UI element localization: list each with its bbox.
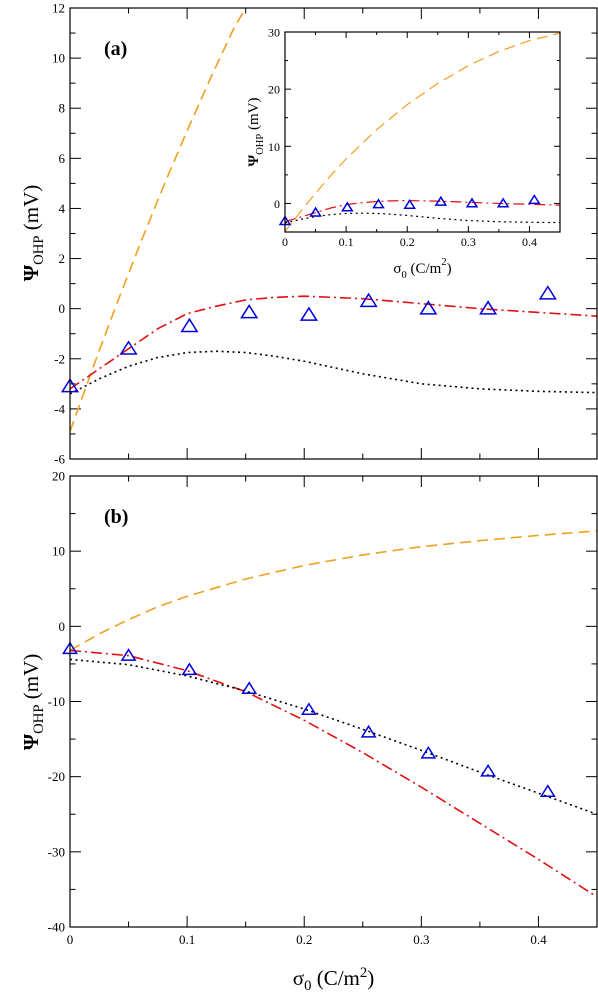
y-axis-label: ΨOHP (mV) xyxy=(19,654,47,751)
data-triangle xyxy=(120,648,137,661)
x-tick-label: 0.4 xyxy=(522,235,537,249)
series-red_dashdot xyxy=(285,199,560,223)
data-triangle xyxy=(465,197,479,208)
data-triangle xyxy=(300,702,317,716)
x-tick-label: 0.1 xyxy=(339,235,354,249)
y-tick-label: 0 xyxy=(59,301,66,316)
x-axis-label: σ0 (C/m2) xyxy=(293,965,374,994)
data-triangle xyxy=(372,198,385,209)
series-black_dotted xyxy=(70,658,597,816)
x-label-unit-close: ) xyxy=(447,261,452,277)
plot-frame xyxy=(284,31,561,233)
x-label-unit-close: ) xyxy=(367,966,374,990)
series-orange_dashed xyxy=(70,8,247,432)
data-triangle xyxy=(309,206,322,217)
x-label-symbol: σ xyxy=(293,966,304,990)
data-triangle xyxy=(419,300,438,315)
y-axis-label: ΨOHP (mV) xyxy=(246,98,266,167)
y-tick-label: 12 xyxy=(52,1,65,16)
x-tick-label: 0.3 xyxy=(413,932,429,947)
panel-label: (b) xyxy=(104,506,128,528)
x-tick-label: 0.1 xyxy=(179,932,195,947)
data-triangle xyxy=(341,201,354,212)
data-triangle xyxy=(539,784,556,797)
x-axis-label: σ0 (C/m2) xyxy=(393,257,451,281)
y-label-unit: (mV) xyxy=(19,654,43,705)
y-tick-label: 30 xyxy=(268,26,280,40)
x-tick-label: 0 xyxy=(282,235,288,249)
data-triangle xyxy=(480,763,497,777)
data-triangle xyxy=(299,306,318,321)
plot-frame xyxy=(69,7,598,460)
series-red_dashdot xyxy=(70,649,597,898)
plot-frame xyxy=(69,475,598,928)
y-tick-label: 20 xyxy=(268,83,280,97)
y-label-symbol: Ψ xyxy=(19,264,43,281)
data-triangle xyxy=(434,195,448,206)
x-label-subscript: 0 xyxy=(304,978,311,994)
y-tick-label: 10 xyxy=(52,51,65,66)
inset-background xyxy=(285,32,560,232)
series-red_dashdot xyxy=(70,295,597,390)
x-label-unit: (C/m xyxy=(407,261,442,277)
data-triangle xyxy=(181,662,198,676)
data-triangle xyxy=(403,198,416,209)
data-triangle xyxy=(420,745,437,759)
data-triangle xyxy=(359,292,378,308)
data-triangle xyxy=(240,304,259,319)
x-label-superscript: 2 xyxy=(360,965,367,981)
x-label-superscript: 2 xyxy=(441,257,446,268)
series-orange_dashed xyxy=(70,530,597,652)
x-tick-label: 0.4 xyxy=(530,932,547,947)
y-tick-label: 10 xyxy=(52,544,65,559)
y-tick-label: 10 xyxy=(268,140,280,154)
x-tick-label: 0.2 xyxy=(296,932,312,947)
y-tick-label: 20 xyxy=(52,469,65,484)
y-tick-label: -2 xyxy=(54,351,65,366)
data-triangle xyxy=(538,285,557,300)
y-tick-label: 2 xyxy=(59,251,66,266)
y-label-symbol: Ψ xyxy=(246,154,262,166)
x-tick-label: 0.3 xyxy=(461,235,476,249)
panel-label: (a) xyxy=(104,38,127,60)
y-axis-label: ΨOHP (mV) xyxy=(19,185,47,282)
y-tick-label: 0 xyxy=(274,197,280,211)
data-triangle xyxy=(119,340,138,355)
y-tick-label: 8 xyxy=(59,101,66,116)
y-tick-label: 0 xyxy=(59,619,66,634)
y-label-symbol: Ψ xyxy=(19,733,43,750)
data-triangle xyxy=(528,194,541,205)
x-label-symbol: σ xyxy=(393,261,401,277)
series-orange_dashed xyxy=(285,32,560,232)
x-label-unit: (C/m xyxy=(311,966,359,990)
y-label-subscript: OHP xyxy=(31,235,47,264)
x-tick-label: 0 xyxy=(67,932,74,947)
x-label-subscript: 0 xyxy=(402,270,407,281)
x-tick-label: 0.2 xyxy=(400,235,415,249)
data-triangle xyxy=(360,724,377,738)
data-triangle xyxy=(479,300,498,315)
y-tick-label: -6 xyxy=(54,452,65,467)
y-tick-label: -10 xyxy=(48,694,65,709)
y-tick-label: -30 xyxy=(48,844,65,859)
y-tick-label: 6 xyxy=(59,151,66,166)
y-tick-label: -4 xyxy=(54,401,65,416)
data-triangle xyxy=(180,317,199,333)
data-triangle xyxy=(241,681,258,694)
y-label-unit: (mV) xyxy=(246,98,262,134)
y-label-unit: (mV) xyxy=(19,185,43,236)
y-tick-label: -20 xyxy=(48,769,65,784)
y-label-subscript: OHP xyxy=(255,134,266,155)
y-label-subscript: OHP xyxy=(31,704,47,733)
data-triangle xyxy=(496,197,510,208)
y-tick-label: 4 xyxy=(59,201,66,216)
y-tick-label: -40 xyxy=(48,920,65,935)
series-black_dotted xyxy=(70,350,597,395)
